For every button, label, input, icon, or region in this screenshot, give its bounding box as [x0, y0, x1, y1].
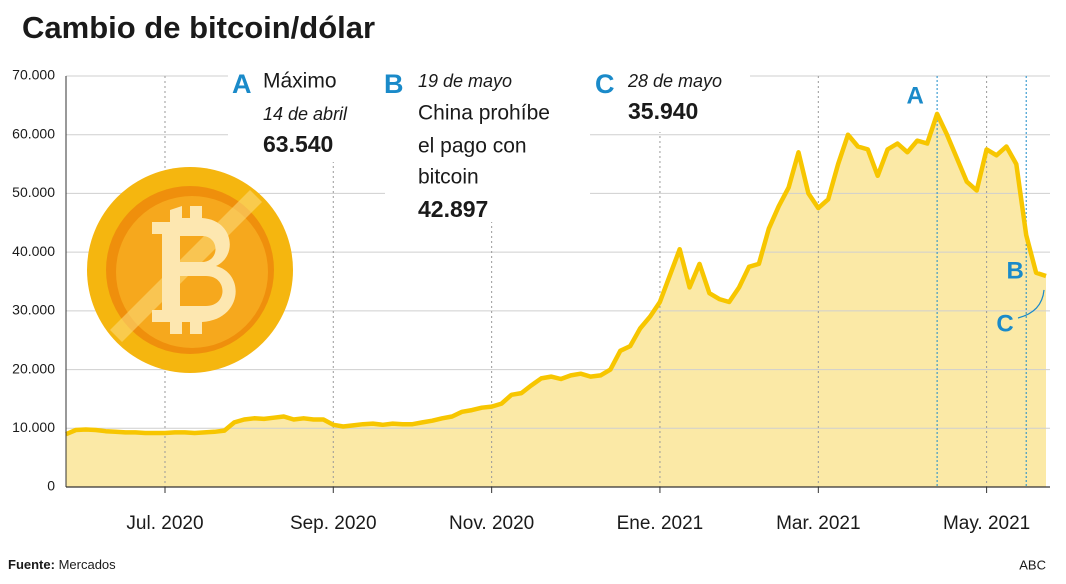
annotation-date: 19 de mayo — [418, 71, 512, 91]
x-tick-label: Sep. 2020 — [290, 513, 377, 534]
x-tick-label: Nov. 2020 — [449, 513, 534, 534]
annotation-text: Máximo — [263, 70, 337, 93]
y-tick-label: 30.000 — [12, 302, 55, 318]
annotation-box — [385, 70, 590, 222]
annotation-text: el pago con — [418, 135, 527, 158]
source-name: Mercados — [59, 557, 117, 572]
x-tick-label: Mar. 2021 — [776, 513, 861, 534]
annotation-value: 42.897 — [418, 196, 488, 222]
y-tick-label: 40.000 — [12, 243, 55, 259]
source: Fuente: Mercados — [8, 557, 116, 572]
annotation-box — [228, 70, 388, 162]
y-tick-label: 20.000 — [12, 360, 55, 376]
y-tick-label: 60.000 — [12, 125, 55, 141]
x-tick-label: Jul. 2020 — [126, 513, 203, 534]
annotation-letter: C — [595, 69, 615, 99]
chart-title: Cambio de bitcoin/dólar — [22, 10, 375, 45]
annotation-text: bitcoin — [418, 166, 479, 189]
y-tick-label: 70.000 — [12, 67, 55, 83]
y-tick-label: 10.000 — [12, 419, 55, 435]
annotation-value: 35.940 — [628, 98, 698, 124]
y-tick-label: 50.000 — [12, 184, 55, 200]
x-tick-label: May. 2021 — [943, 513, 1030, 534]
y-tick-label: 0 — [47, 478, 55, 494]
annotation-marker: C — [996, 310, 1013, 337]
annotation-letter: A — [232, 69, 252, 99]
annotation-date: 28 de mayo — [627, 71, 722, 91]
x-tick-label: Ene. 2021 — [617, 513, 704, 534]
annotation-marker: A — [906, 82, 923, 109]
source-label: Fuente: — [8, 557, 55, 572]
line — [65, 111, 1047, 437]
credit: ABC — [1019, 557, 1046, 572]
annotation-letter: B — [384, 69, 404, 99]
coin-symbol — [152, 206, 236, 334]
annotation-text: China prohíbe — [418, 102, 550, 125]
annotation-callout — [1017, 289, 1045, 319]
annotation-marker: B — [1007, 257, 1024, 284]
annotations: A Máximo 14 de abril 63.540 B 19 de mayo… — [228, 69, 750, 222]
bitcoin-icon — [87, 167, 293, 373]
annotation-value: 63.540 — [263, 131, 333, 157]
area — [66, 113, 1046, 488]
annotation-date: 14 de abril — [263, 104, 348, 124]
